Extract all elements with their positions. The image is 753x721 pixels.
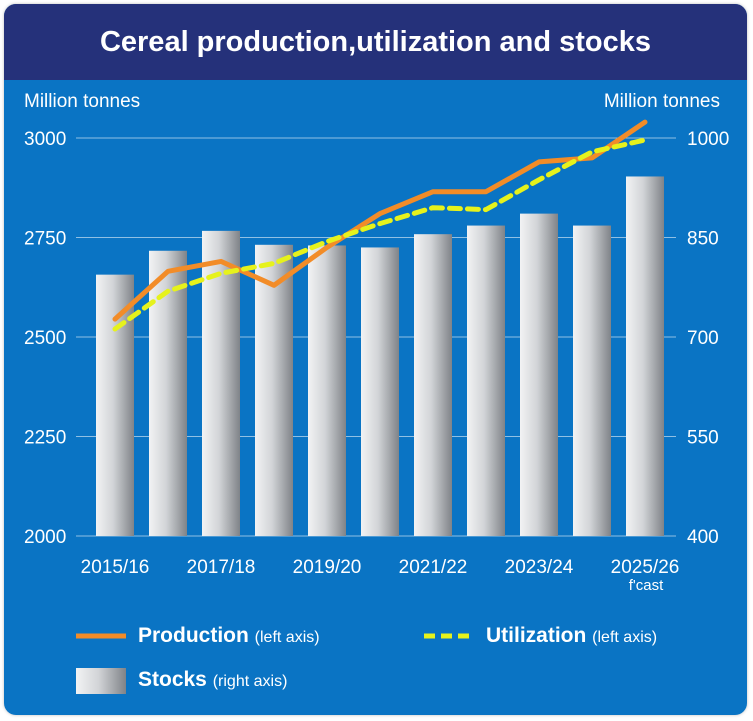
- utilization-line: [112, 137, 648, 332]
- right-tick-label: 550: [687, 428, 719, 449]
- x-tick-label: 2021/22: [399, 557, 468, 578]
- left-tick-label: 3000: [24, 129, 66, 150]
- left-tick-label: 2250: [24, 428, 66, 449]
- stocks-bar: [520, 213, 558, 536]
- forecast-note: f'cast: [629, 577, 664, 594]
- x-tick-label: 2015/16: [81, 557, 150, 578]
- stocks-bar: [626, 176, 664, 536]
- legend-utilization-axis-note: (left axis): [592, 629, 658, 646]
- legend-stocks-label: Stocks: [138, 668, 207, 691]
- x-tick-label: 2025/26: [611, 557, 680, 578]
- legend-production-axis-note: (left axis): [254, 629, 320, 646]
- right-axis-label: Million tonnes: [604, 91, 720, 112]
- stocks-legend-swatch: [76, 668, 126, 694]
- chart-plot: Million tonnes Million tonnes 3000 2750 25…: [24, 91, 729, 694]
- right-tick-label: 400: [687, 527, 719, 548]
- right-tick-label: 850: [687, 229, 719, 250]
- stocks-bar: [361, 247, 399, 536]
- left-tick-label: 2750: [24, 229, 66, 250]
- right-tick-label: 700: [687, 328, 719, 349]
- x-tick-label: 2017/18: [187, 557, 256, 578]
- right-tick-label: 1000: [687, 129, 729, 150]
- stocks-bar: [467, 225, 505, 536]
- legend-item-utilization: Utilization (left axis): [486, 624, 657, 648]
- left-tick-label: 2000: [24, 527, 66, 548]
- x-tick-label: 2023/24: [505, 557, 574, 578]
- legend-utilization-label: Utilization: [486, 624, 587, 647]
- chart-card: Cereal production,utilization and stocks…: [4, 4, 747, 715]
- legend-stocks-axis-note: (right axis): [212, 673, 288, 690]
- stocks-bar: [414, 234, 452, 536]
- left-axis-label: Million tonnes: [24, 91, 140, 112]
- stocks-bar: [308, 245, 346, 536]
- stocks-bar: [149, 250, 187, 536]
- x-tick-label: 2019/20: [293, 557, 362, 578]
- left-tick-label: 2500: [24, 328, 66, 349]
- legend-item-production: Production (left axis): [138, 624, 320, 648]
- production-line: [112, 119, 648, 322]
- chart-title: Cereal production,utilization and stocks: [99, 25, 652, 58]
- stocks-bar: [573, 225, 611, 536]
- legend-item-stocks: Stocks (right axis): [138, 668, 287, 692]
- chart-title-bar: Cereal production,utilization and stocks: [4, 4, 747, 80]
- legend-production-label: Production: [138, 624, 249, 647]
- stocks-bar: [255, 244, 293, 536]
- stocks-bar: [202, 230, 240, 536]
- stocks-bar: [96, 274, 134, 536]
